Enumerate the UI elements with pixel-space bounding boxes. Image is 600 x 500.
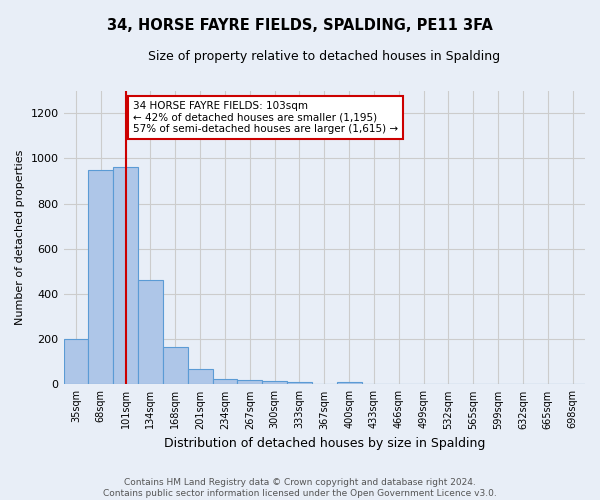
Bar — [212, 379, 238, 384]
Bar — [138, 280, 163, 384]
Bar — [188, 368, 212, 384]
Bar — [64, 339, 88, 384]
Bar — [337, 382, 362, 384]
Bar — [88, 170, 113, 384]
Text: Contains HM Land Registry data © Crown copyright and database right 2024.
Contai: Contains HM Land Registry data © Crown c… — [103, 478, 497, 498]
Title: Size of property relative to detached houses in Spalding: Size of property relative to detached ho… — [148, 50, 500, 63]
Text: 34 HORSE FAYRE FIELDS: 103sqm
← 42% of detached houses are smaller (1,195)
57% o: 34 HORSE FAYRE FIELDS: 103sqm ← 42% of d… — [133, 100, 398, 134]
Text: 34, HORSE FAYRE FIELDS, SPALDING, PE11 3FA: 34, HORSE FAYRE FIELDS, SPALDING, PE11 3… — [107, 18, 493, 32]
Bar — [163, 347, 188, 385]
Bar — [238, 380, 262, 384]
Bar — [287, 382, 312, 384]
Y-axis label: Number of detached properties: Number of detached properties — [15, 150, 25, 325]
Bar — [113, 168, 138, 384]
X-axis label: Distribution of detached houses by size in Spalding: Distribution of detached houses by size … — [164, 437, 485, 450]
Bar — [262, 381, 287, 384]
